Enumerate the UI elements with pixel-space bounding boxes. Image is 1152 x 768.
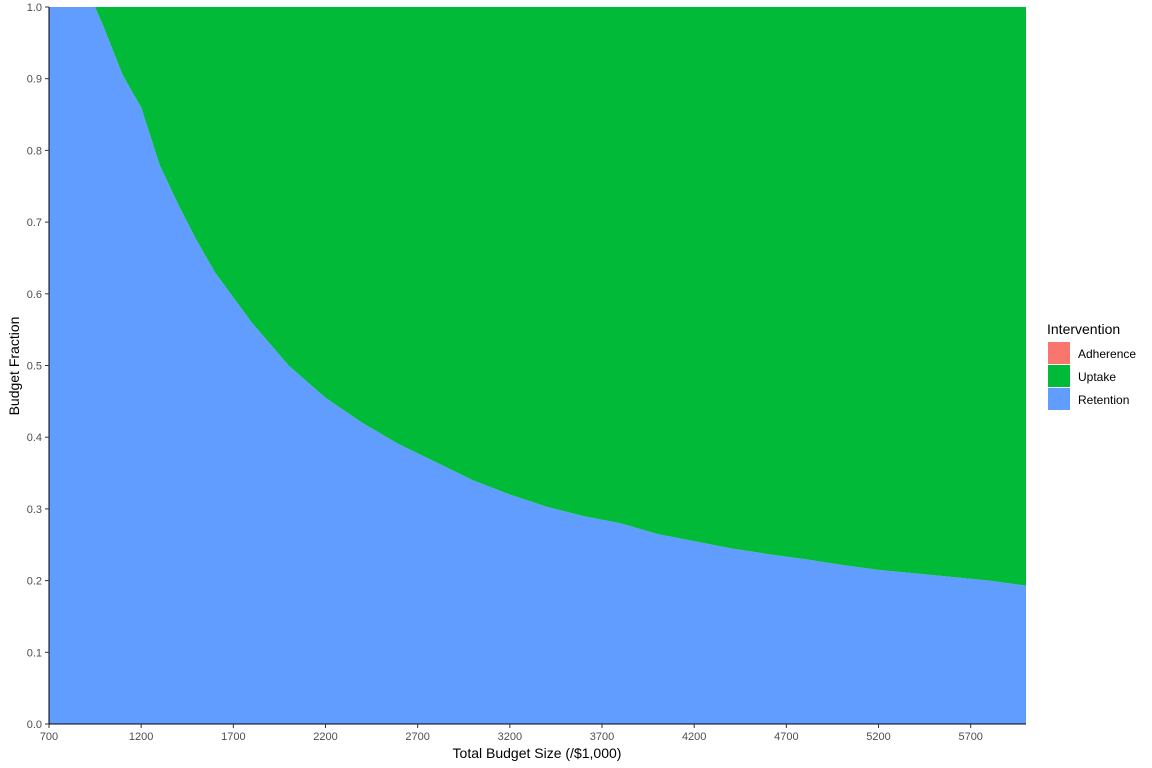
y-tick-label: 0.0 xyxy=(27,719,42,731)
y-tick-label: 0.3 xyxy=(27,504,42,516)
x-tick-label: 2200 xyxy=(313,731,337,743)
y-tick-label: 0.4 xyxy=(27,432,42,444)
y-tick-label: 0.8 xyxy=(27,145,42,157)
y-tick-label: 0.6 xyxy=(27,289,42,301)
legend: Intervention Adherence Uptake Retention xyxy=(1047,321,1136,410)
x-tick-label: 4700 xyxy=(774,731,798,743)
legend-label-adherence: Adherence xyxy=(1078,347,1136,361)
y-tick-label: 0.9 xyxy=(27,74,42,86)
legend-label-uptake: Uptake xyxy=(1078,370,1116,384)
area-uptake xyxy=(49,7,1026,586)
x-axis-title: Total Budget Size (/$1,000) xyxy=(453,745,622,761)
x-tick-label: 5200 xyxy=(866,731,890,743)
x-tick-label: 3700 xyxy=(590,731,614,743)
legend-swatch-retention xyxy=(1048,388,1070,410)
x-tick-label: 1700 xyxy=(221,731,245,743)
legend-swatch-adherence xyxy=(1048,342,1070,364)
legend-swatch-uptake xyxy=(1048,365,1070,387)
y-tick-label: 1.0 xyxy=(27,2,42,14)
x-axis-ticks: 700 1200 1700 2200 2700 3200 3700 4200 4700 5200 5… xyxy=(40,724,983,743)
y-tick-label: 0.2 xyxy=(27,576,42,588)
y-tick-label: 0.5 xyxy=(27,361,42,373)
area-retention xyxy=(49,7,1026,724)
x-tick-label: 5700 xyxy=(958,731,982,743)
legend-title: Intervention xyxy=(1047,321,1120,337)
y-tick-label: 0.1 xyxy=(27,647,42,659)
legend-label-retention: Retention xyxy=(1078,393,1129,407)
x-tick-label: 2700 xyxy=(405,731,429,743)
plot-area xyxy=(49,7,1026,724)
x-tick-label: 4200 xyxy=(682,731,706,743)
y-axis-title: Budget Fraction xyxy=(6,317,22,416)
y-axis-ticks: 0.0 0.1 0.2 0.3 0.4 0.5 0.6 0.7 0.8 0.9 1.0 xyxy=(27,2,49,731)
x-tick-label: 700 xyxy=(40,731,58,743)
x-tick-label: 1200 xyxy=(129,731,153,743)
y-tick-label: 0.7 xyxy=(27,217,42,229)
x-tick-label: 3200 xyxy=(498,731,522,743)
